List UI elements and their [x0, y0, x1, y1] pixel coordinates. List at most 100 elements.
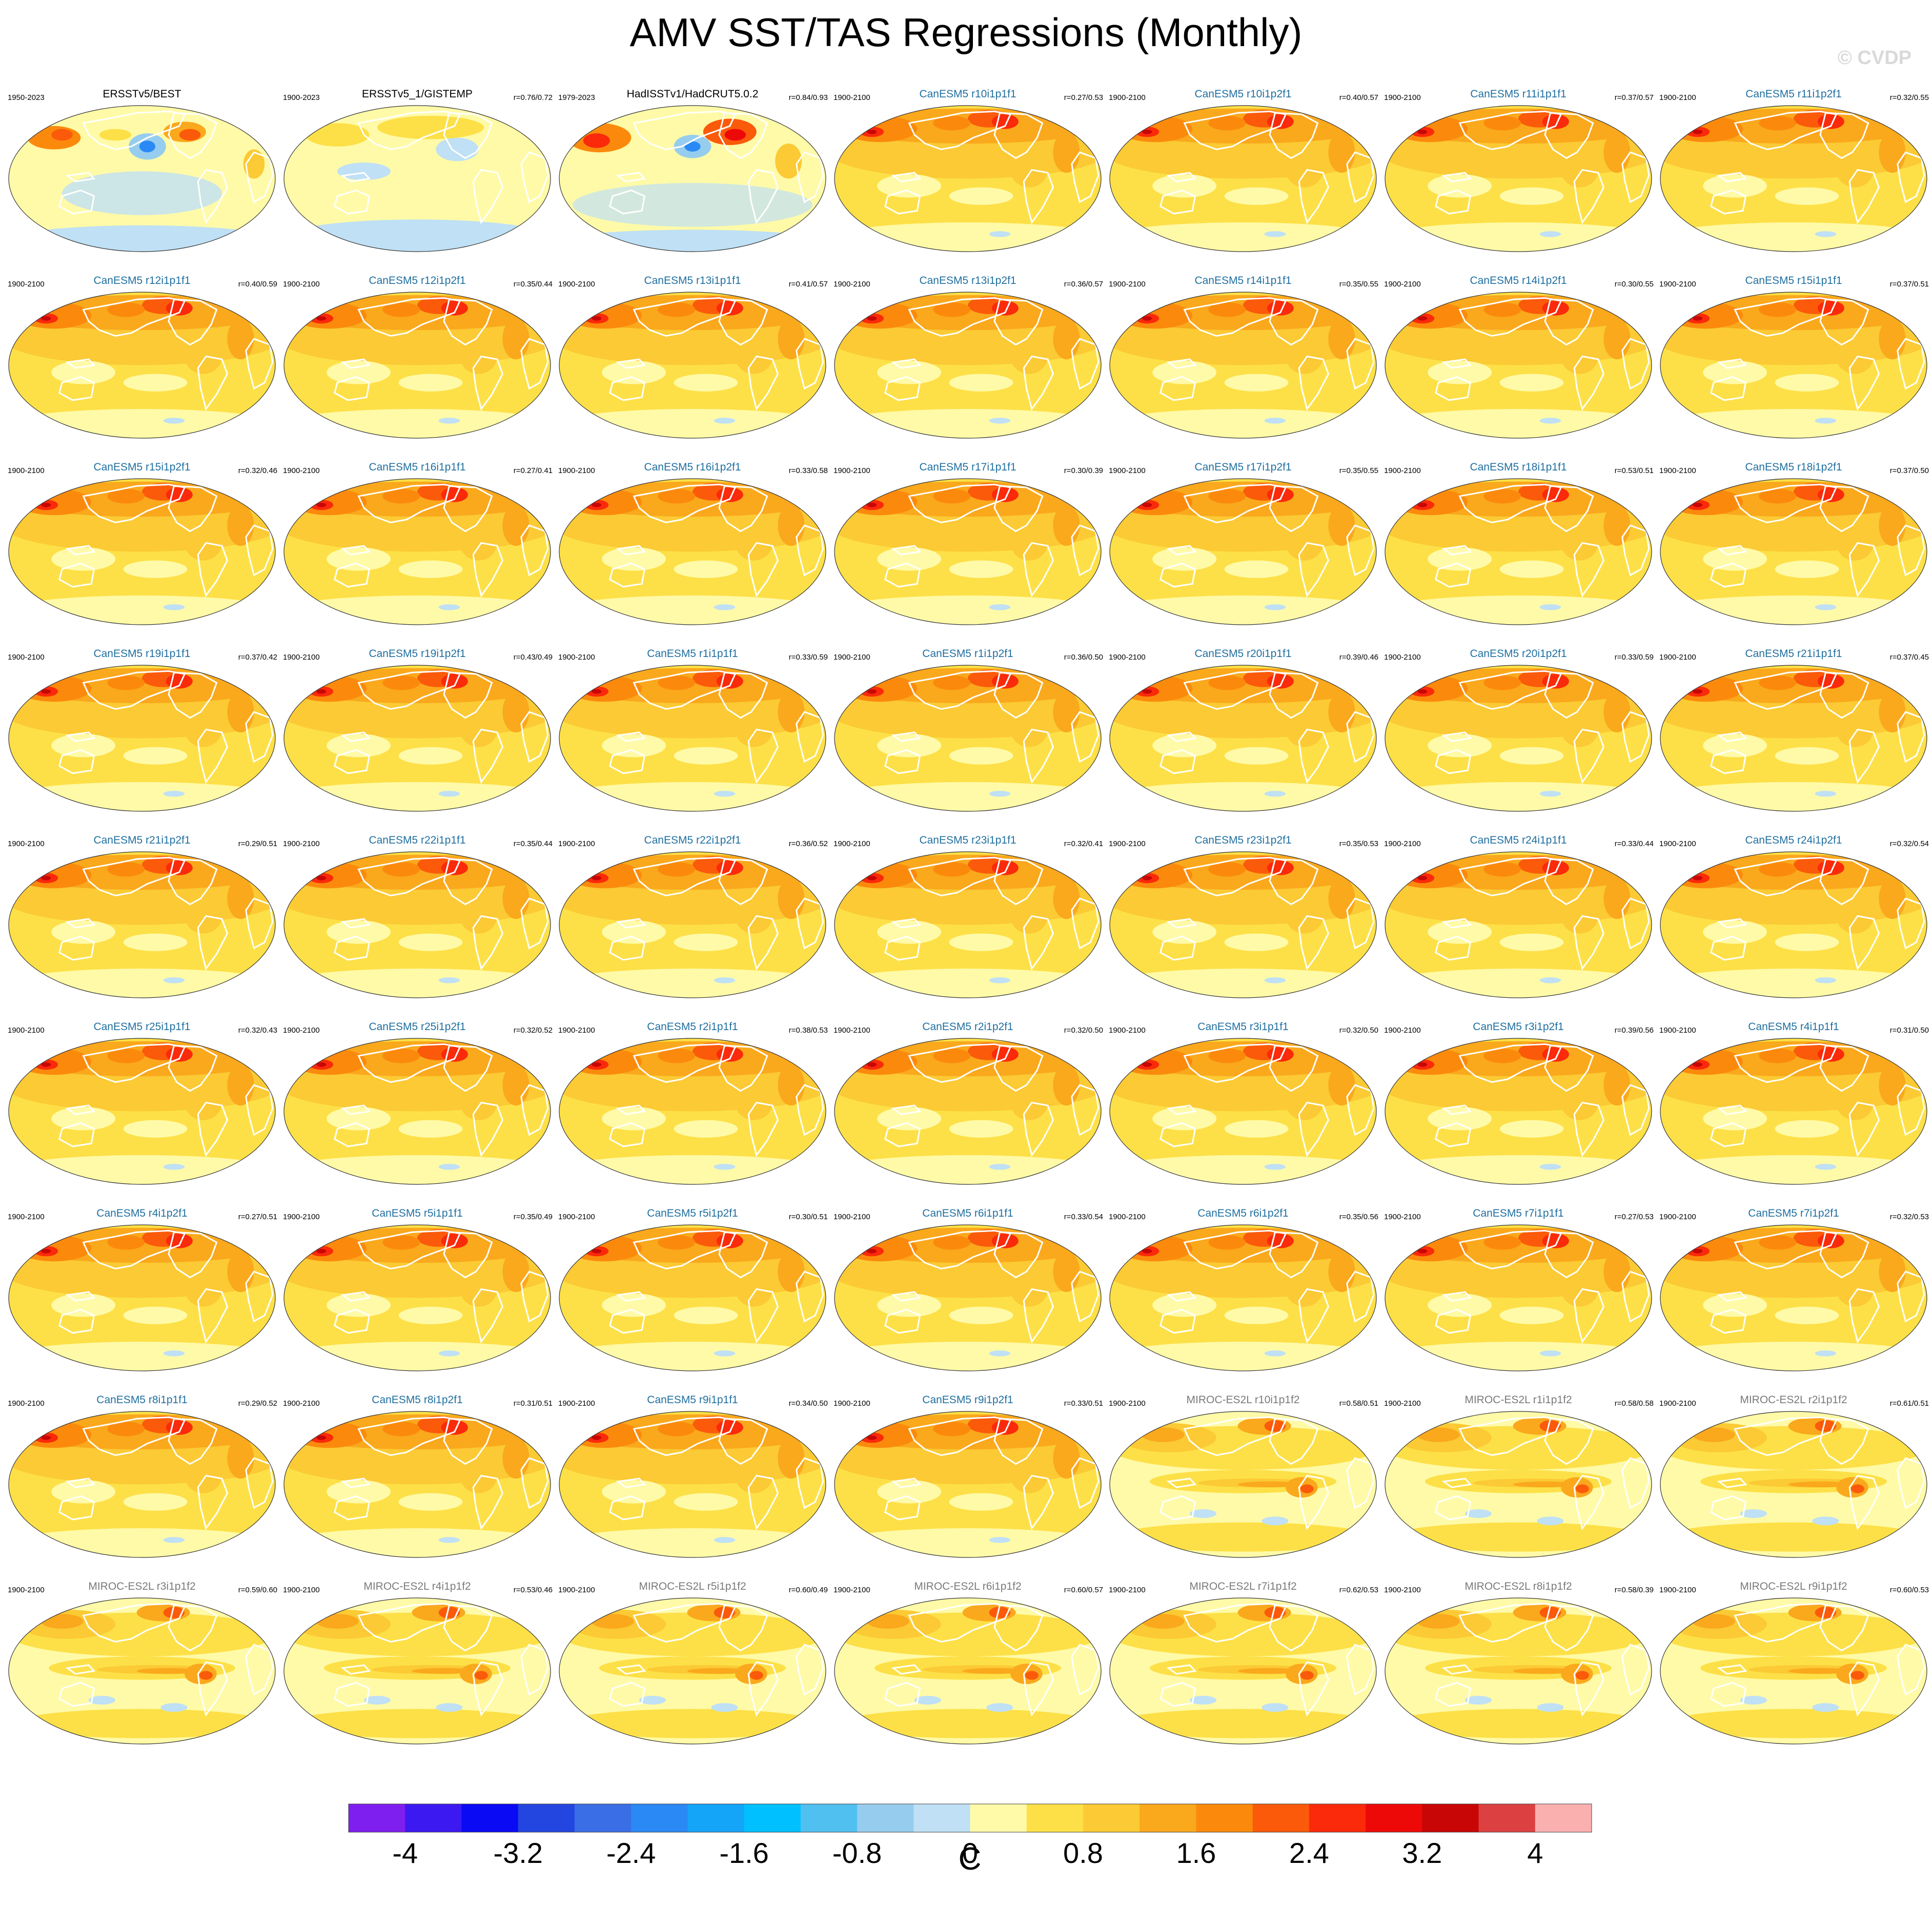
map-border: [1385, 292, 1652, 439]
coastline: [357, 1603, 461, 1643]
coastline: [891, 731, 922, 742]
map-panel: [1110, 1598, 1376, 1744]
map-panel: [835, 479, 1101, 625]
coastline: [616, 731, 646, 742]
coastline: [908, 1229, 1012, 1270]
panel-title: CanESM5 r5i1p2f1: [647, 1207, 738, 1219]
coastline: [1166, 1664, 1197, 1675]
coastline: [1023, 542, 1054, 598]
coastline: [796, 151, 824, 203]
panel-correlation: r=0.32/0.52: [513, 1026, 553, 1035]
coastline: [1160, 562, 1196, 588]
colorbar-unit: C: [958, 1841, 982, 1877]
panel-title: CanESM5 r18i1p1f1: [1470, 461, 1567, 473]
colorbar-bin: [1535, 1804, 1592, 1832]
coastline: [520, 1270, 549, 1323]
coastline: [357, 1416, 461, 1456]
panel-correlation: r=0.59/0.60: [238, 1586, 277, 1594]
panel-title: MIROC-ES2L r2i1p1f2: [1740, 1394, 1847, 1406]
map-border: [1385, 1224, 1652, 1371]
map-border: [834, 105, 1102, 252]
coastline: [1023, 355, 1054, 411]
panel-correlation: r=0.40/0.57: [1339, 93, 1378, 102]
coastline: [1734, 110, 1838, 151]
map-border: [834, 1224, 1102, 1371]
coastline: [472, 1101, 504, 1157]
coastline: [747, 542, 779, 598]
coastline: [58, 376, 95, 401]
coastline: [334, 189, 371, 215]
coastline: [1710, 935, 1747, 961]
coastline: [245, 897, 274, 950]
coastline: [1346, 1270, 1375, 1323]
coastline: [1819, 1604, 1869, 1652]
coastline: [82, 1043, 186, 1083]
coastline: [1346, 338, 1375, 390]
coastline: [82, 110, 186, 151]
coastline: [443, 485, 493, 532]
map-border: [1109, 1224, 1377, 1371]
colorbar-bin: [405, 1804, 462, 1832]
map-border: [1385, 105, 1652, 252]
panel-period: 1900-2100: [1109, 653, 1146, 662]
panel-correlation: r=0.33/0.44: [1614, 839, 1654, 848]
colorbar-bin: [687, 1804, 745, 1832]
coastline: [168, 671, 218, 719]
map-panel: [835, 1598, 1101, 1744]
coastline: [443, 1044, 493, 1092]
coastline: [168, 1418, 218, 1465]
panel-period: 1900-2100: [558, 1399, 595, 1408]
coastline: [443, 1604, 493, 1652]
map-border: [1385, 665, 1652, 812]
coastline: [884, 1681, 921, 1707]
map-panel: [1385, 106, 1652, 252]
colorbar-bin: [913, 1804, 970, 1832]
coastline: [334, 935, 371, 961]
panel-correlation: r=0.37/0.57: [1614, 93, 1654, 102]
panel-correlation: r=0.36/0.52: [788, 839, 828, 848]
coastline: [993, 298, 1044, 346]
map-panel: [1385, 1598, 1652, 1744]
panel-title: MIROC-ES2L r7i1p1f2: [1189, 1581, 1297, 1592]
panel-title: CanESM5 r17i1p2f1: [1194, 461, 1292, 473]
panel-correlation: r=0.35/0.49: [513, 1213, 553, 1221]
panel-correlation: r=0.84/0.93: [788, 93, 828, 102]
panel-correlation: r=0.30/0.39: [1064, 466, 1103, 475]
coastline: [1573, 1101, 1605, 1157]
map-border: [1109, 478, 1377, 625]
coastline: [796, 1270, 824, 1323]
coastline: [1734, 1416, 1838, 1456]
panel-correlation: r=0.35/0.56: [1339, 1213, 1378, 1221]
panel-title: CanESM5 r12i1p2f1: [369, 275, 466, 286]
panel-correlation: r=0.35/0.44: [513, 839, 553, 848]
coastline: [520, 1457, 549, 1509]
coastline: [82, 297, 186, 337]
coastline: [633, 483, 737, 524]
panel-period: 1900-2100: [833, 653, 870, 662]
map-border: [283, 1038, 551, 1185]
panel-period: 1900-2100: [558, 280, 595, 289]
coastline: [1346, 897, 1375, 950]
coastline: [1458, 1603, 1562, 1643]
panel-period: 1900-2100: [1384, 466, 1421, 475]
panel-title: CanESM5 r14i1p1f1: [1194, 275, 1292, 286]
panel-period: 1900-2100: [1109, 466, 1146, 475]
map-panel: [1110, 1411, 1376, 1557]
panel-correlation: r=0.37/0.51: [1889, 280, 1929, 289]
colorbar-bin: [1140, 1804, 1196, 1832]
panel-correlation: r=0.27/0.53: [1064, 93, 1103, 102]
coastline: [245, 1084, 274, 1136]
panel-title: CanESM5 r15i1p1f1: [1745, 275, 1842, 286]
coastline: [1717, 1104, 1747, 1115]
panel-period: 1900-2100: [283, 653, 320, 662]
coastline: [1717, 1664, 1747, 1675]
panel-correlation: r=0.32/0.53: [1889, 1213, 1929, 1221]
panel-title: CanESM5 r11i1p1f1: [1470, 88, 1567, 100]
coastline: [796, 338, 824, 390]
coastline: [1183, 1603, 1287, 1643]
coastline: [747, 169, 779, 224]
map-panel: [1110, 1038, 1376, 1184]
map-border: [834, 851, 1102, 998]
map-panel: [559, 106, 826, 252]
map-border: [559, 292, 826, 439]
